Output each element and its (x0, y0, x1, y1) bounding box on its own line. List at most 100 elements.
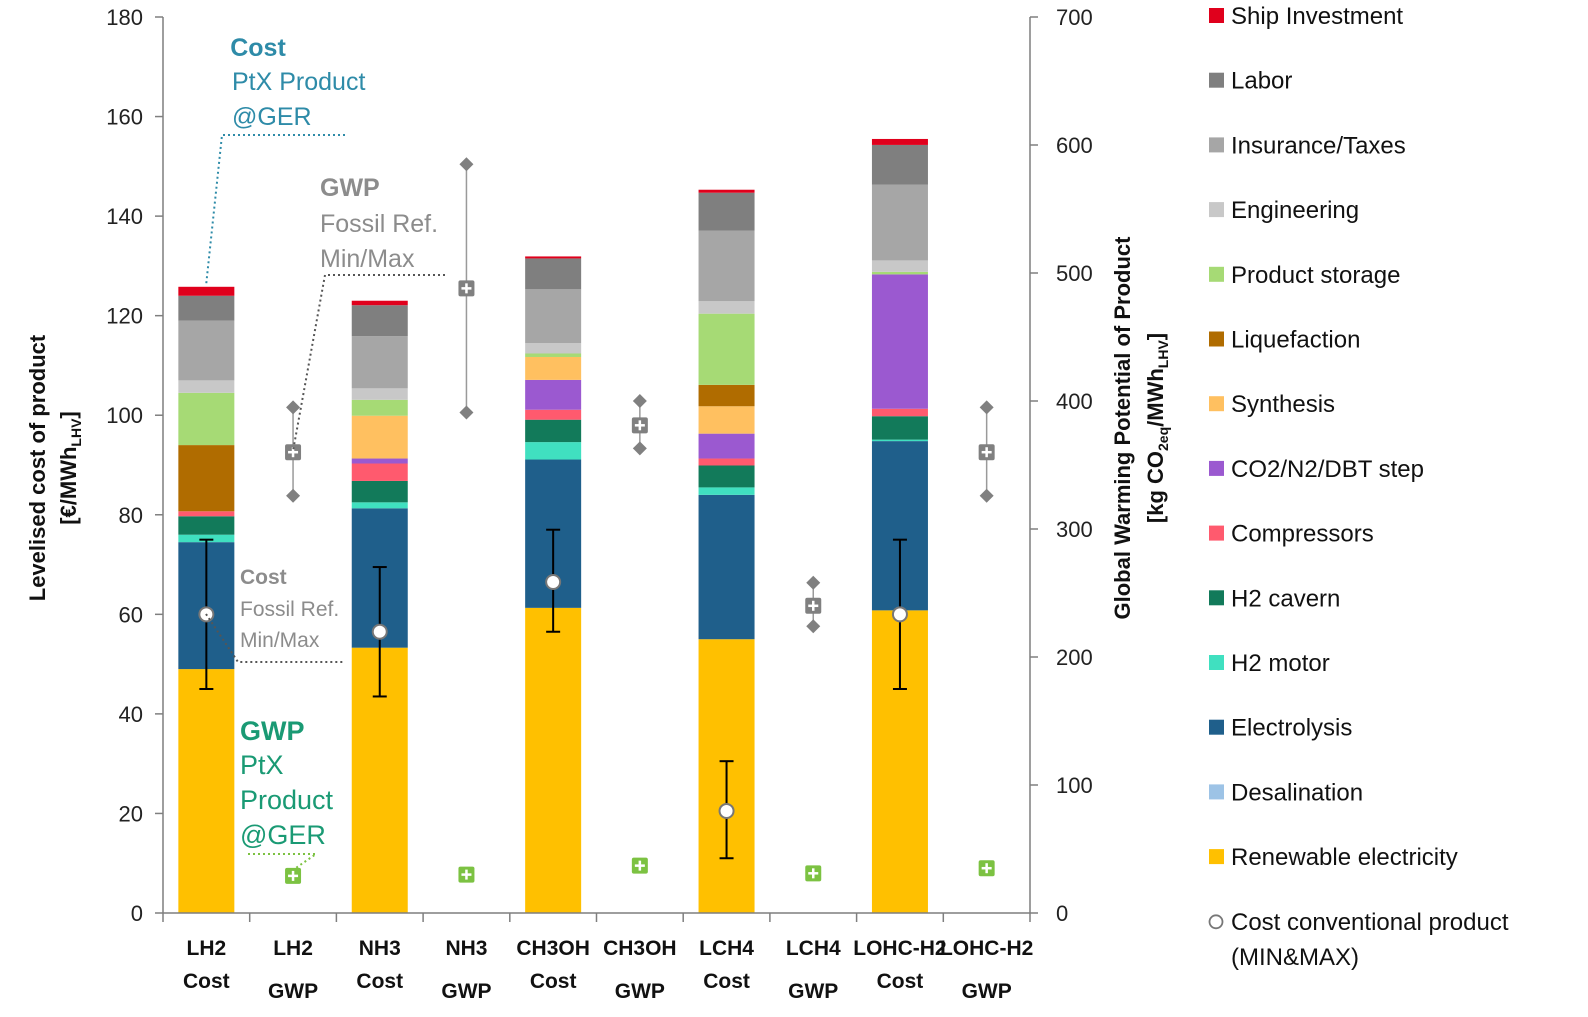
x-category-label-9-line1: LOHC-H2 (940, 937, 1033, 960)
bar-segment-ch3oh-ship-investment (525, 256, 582, 259)
x-category-label-7-line2: GWP (788, 980, 838, 1003)
gwp-fossil-min-lh2 (286, 488, 301, 503)
y-tick-label: 120 (106, 304, 143, 329)
bar-segment-lh2-compressors (178, 511, 235, 517)
legend-label-renewable-electricity: Renewable electricity (1231, 844, 1458, 871)
x-category-label-9-line2: GWP (962, 980, 1012, 1003)
legend-label-ship-investment: Ship Investment (1231, 3, 1403, 30)
y-tick-label: 0 (131, 901, 143, 926)
annot-gwp-ptx-line1: GWP (240, 716, 305, 746)
annotations: Cost PtX Product @GER GWP Fossil Ref. Min/Max… (205, 34, 445, 871)
bar-segment-lh2-ship-investment (178, 286, 235, 296)
x-category-label-7-line1: LCH4 (786, 937, 841, 960)
gwp-fossil-mid-lch4 (805, 597, 822, 614)
bar-segment-lch4-compressors (698, 458, 755, 466)
bar-segment-nh3-product-storage (351, 399, 408, 416)
legend-label-co2-n2-dbt-step: CO2/N2/DBT step (1231, 456, 1424, 483)
legend-label-product-storage: Product storage (1231, 262, 1400, 289)
legend-item-synthesis: Synthesis (1209, 391, 1335, 418)
gwp-ptx-point-lch4 (805, 865, 822, 882)
legend-label-insurance-taxes: Insurance/Taxes (1231, 132, 1406, 159)
bar-segment-lh2-h2-cavern (178, 516, 235, 535)
y2-tick-label: 500 (1056, 261, 1093, 286)
bar-segment-lch4-h2-motor (698, 487, 755, 495)
bar-segment-lh2-insurance-taxes (178, 320, 235, 381)
legend-swatch-h2-motor (1209, 655, 1224, 670)
legend-swatch-compressors (1209, 525, 1224, 541)
legend-swatch-co2-n2-dbt-step (1209, 460, 1224, 476)
legend-swatch-product-storage (1209, 266, 1224, 282)
x-category-label-5-line2: GWP (615, 980, 665, 1003)
bar-segment-ch3oh-h2-cavern (525, 419, 582, 443)
gwp-fossil-max-lch4 (806, 575, 821, 590)
stacked-bars (178, 138, 928, 913)
y-tick-label: 180 (106, 5, 143, 30)
legend-item-liquefaction: Liquefaction (1209, 327, 1360, 354)
y-tick-label: 20 (119, 801, 143, 826)
legend-label-compressors: Compressors (1231, 521, 1374, 548)
reference-markers (198, 157, 995, 884)
legend-label-h2-motor: H2 motor (1231, 650, 1330, 677)
legend-swatch-insurance-taxes (1209, 137, 1224, 153)
y-tick-label: 40 (119, 702, 143, 727)
y-axis-title: Levelised cost of product (25, 334, 50, 601)
annot-cost-ptx-leader (205, 134, 345, 287)
legend-swatch-liquefaction (1209, 331, 1224, 347)
y-tick-label: 60 (119, 602, 143, 627)
bar-segment-lh2-product-storage (178, 392, 235, 446)
bar-segment-lch4-liquefaction (698, 384, 755, 407)
gwp-fossil-min-lch4 (806, 619, 821, 634)
cost-conventional-point-ch3oh (545, 573, 562, 590)
gwp-ptx-point-ch3oh (631, 857, 648, 874)
axes: 0 20 40 60 80 100 120 140 160 180 0 100 200 300 400 500… (25, 5, 1171, 1003)
bar-segment-nh3-h2-cavern (351, 480, 408, 503)
legend-item-electrolysis: Electrolysis (1209, 715, 1352, 742)
legend-item-renewable-electricity: Renewable electricity (1209, 844, 1458, 871)
y-tick-label: 140 (106, 204, 143, 229)
bar-segment-lh2-liquefaction (178, 445, 235, 512)
cost-conventional-point-lch4 (718, 802, 735, 819)
legend-label-cost-conventional-1: Cost conventional product (1231, 909, 1509, 936)
bar-segment-ch3oh-synthesis (525, 356, 582, 380)
y2-tick-label: 100 (1056, 773, 1093, 798)
bar-segment-lohc-h2-co2-n2-dbt-step (871, 274, 928, 409)
x-category-label-1-line1: LH2 (273, 937, 313, 960)
bar-segment-lch4-h2-cavern (698, 465, 755, 488)
legend-swatch-desalination (1209, 784, 1224, 800)
legend-label-cost-conventional-2: (MIN&MAX) (1231, 944, 1359, 971)
bar-segment-lch4-labor (698, 192, 755, 231)
legend-swatch-ship-investment (1209, 8, 1224, 23)
bar-segment-nh3-compressors (351, 463, 408, 481)
bar-segment-ch3oh-product-storage (525, 353, 582, 357)
annot-gwp-ptx-leader (248, 853, 320, 871)
bar-stack-lch4 (698, 189, 755, 913)
x-category-label-6-line2: Cost (703, 970, 750, 993)
annot-cost-fossil-line2: Fossil Ref. (240, 598, 339, 621)
bar-segment-lch4-ship-investment (698, 189, 755, 193)
gwp-fossil-max-lohc-h2 (979, 400, 994, 415)
bar-segment-lch4-electrolysis (698, 494, 755, 640)
legend-swatch-electrolysis (1209, 719, 1224, 735)
gwp-fossil-max-ch3oh (632, 394, 647, 408)
cost-conventional-point-nh3 (371, 623, 388, 640)
bar-stack-lh2 (178, 286, 235, 913)
legend-item-cost-conventional: Cost conventional product (MIN&MAX) (1208, 909, 1509, 971)
x-category-label-4-line1: CH3OH (516, 937, 590, 960)
y-tick-label: 100 (106, 403, 143, 428)
legend-item-compressors: Compressors (1209, 521, 1374, 548)
annot-cost-fossil-line3: Min/Max (240, 629, 320, 652)
legend-item-h2-motor: H2 motor (1209, 650, 1330, 677)
legend-item-ship-investment: Ship Investment (1209, 3, 1403, 30)
bar-segment-lh2-labor (178, 295, 235, 321)
x-category-label-0-line2: Cost (183, 970, 230, 993)
bar-segment-ch3oh-compressors (525, 409, 582, 420)
x-category-label-1-line2: GWP (268, 980, 318, 1003)
legend-label-electrolysis: Electrolysis (1231, 715, 1352, 742)
gwp-ptx-point-lohc-h2 (978, 860, 995, 877)
y2-tick-label: 0 (1056, 901, 1068, 926)
y2-tick-label: 300 (1056, 517, 1093, 542)
legend-swatch-labor (1209, 72, 1224, 88)
annot-gwp-ptx-line2: PtX (240, 750, 284, 780)
legend-label-liquefaction: Liquefaction (1231, 327, 1360, 354)
